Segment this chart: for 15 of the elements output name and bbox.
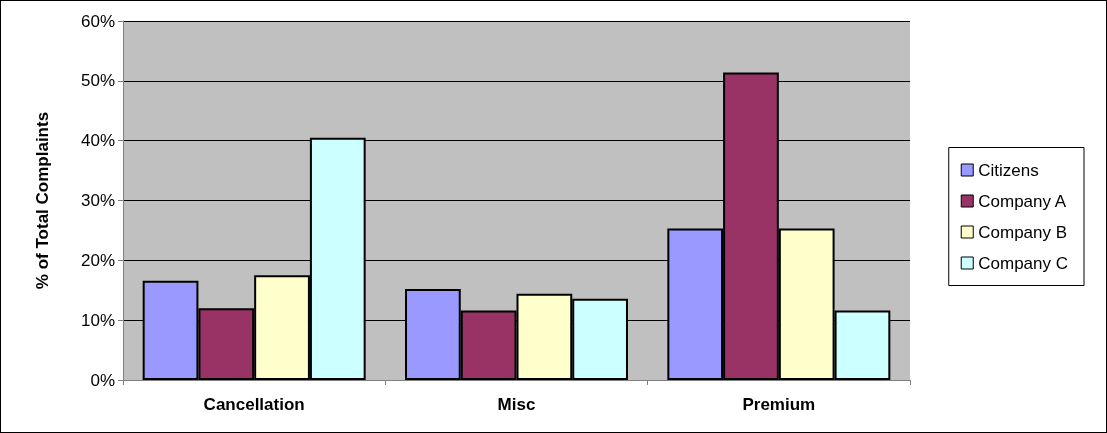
legend-label: Company A bbox=[978, 191, 1067, 211]
y-tick-label: 40% bbox=[80, 131, 115, 151]
y-tick-label: 0% bbox=[90, 370, 115, 390]
x-tick-label: Premium bbox=[742, 395, 816, 414]
x-tick-label: Cancellation bbox=[203, 395, 305, 414]
y-axis-title: % of Total Complaints bbox=[33, 111, 52, 290]
x-tick-label: Misc bbox=[497, 395, 536, 414]
y-tick-label: 10% bbox=[80, 310, 115, 330]
legend-label: Citizens bbox=[978, 160, 1039, 180]
y-tick-label: 30% bbox=[80, 191, 115, 210]
y-tick-label: 50% bbox=[80, 71, 115, 91]
y-tick-label: 20% bbox=[80, 250, 115, 270]
y-tick-label: 60% bbox=[80, 11, 115, 31]
legend-label: Company C bbox=[978, 253, 1069, 273]
legend-label: Company B bbox=[978, 222, 1068, 242]
